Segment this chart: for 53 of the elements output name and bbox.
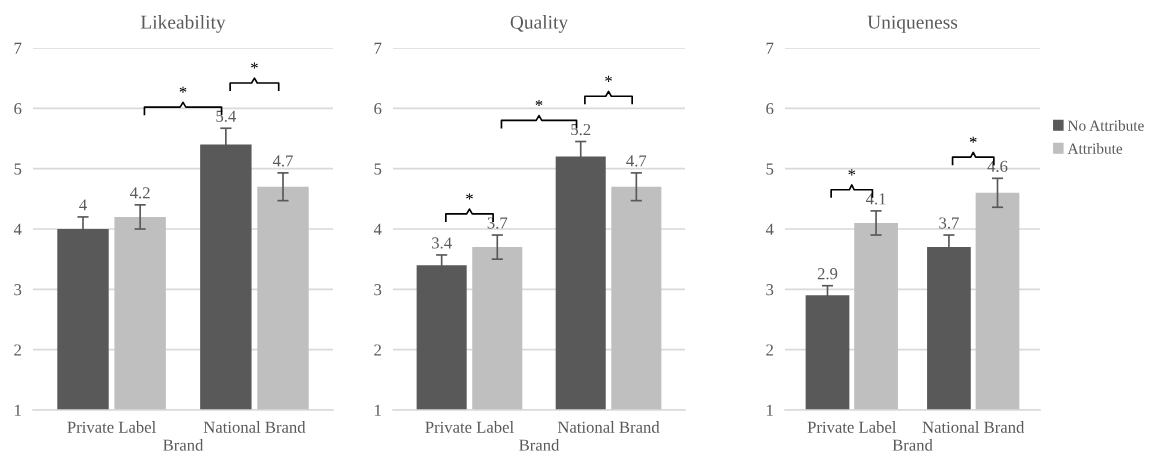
y-tick-label: 6 [14,103,22,115]
y-tick-label: 1 [15,404,21,416]
y-tick-label: 3 [374,284,382,296]
annotation: * [466,193,473,200]
y-tick-label: 3 [766,284,774,296]
y-tick-label: 7 [374,42,382,54]
data-label: 5.2 [571,123,591,136]
x-axis-title: Brand [519,439,560,451]
y-tick-label: 7 [766,42,774,54]
data-label: 5.4 [216,110,237,122]
x-axis-title: Brand [892,439,933,451]
data-label: 2.9 [817,268,838,280]
x-tick-label: Private Label [425,421,514,433]
x-tick-label: Private Label [67,421,156,433]
annotation: * [969,136,977,143]
data-label: 4.7 [272,155,293,167]
data-label: 3.7 [487,217,508,229]
chart-title: Quality [510,15,569,33]
annotation: * [605,75,612,82]
y-tick-label: 1 [375,404,381,416]
data-label: 4.1 [865,193,886,205]
x-tick-label: National Brand [922,421,1025,433]
data-label: 3.7 [939,217,959,229]
y-tick-label: 6 [374,103,382,115]
data-label: 4.7 [626,155,647,167]
legend-label: No Attribute [1067,120,1144,131]
chart-title: Uniqueness [867,15,958,33]
annotation: * [179,86,187,93]
annotation: * [535,99,543,107]
annotation: * [848,169,856,176]
annotation: * [251,62,258,69]
x-tick-label: Private Label [807,421,897,433]
y-tick-label: 5 [374,163,382,175]
y-tick-label: 4 [373,223,382,235]
y-tick-label: 3 [14,284,22,296]
y-tick-label: 1 [767,404,773,416]
data-label: 4 [79,199,87,211]
y-tick-label: 2 [766,344,773,356]
y-tick-label: 7 [14,42,22,54]
legend-label: Attribute [1067,143,1123,154]
x-axis-title: Brand [163,439,204,451]
y-tick-label: 4 [13,223,22,235]
chart-title: Likeability [140,15,226,33]
data-label: 3.4 [432,237,452,249]
y-tick-label: 5 [14,163,22,175]
y-tick-label: 4 [765,223,774,235]
data-label: 4.2 [130,187,150,199]
y-tick-label: 5 [766,163,774,175]
y-tick-label: 6 [766,103,774,115]
y-tick-label: 2 [374,344,381,356]
x-tick-label: National Brand [557,421,660,433]
y-tick-label: 2 [14,344,21,356]
x-tick-label: National Brand [203,421,306,433]
